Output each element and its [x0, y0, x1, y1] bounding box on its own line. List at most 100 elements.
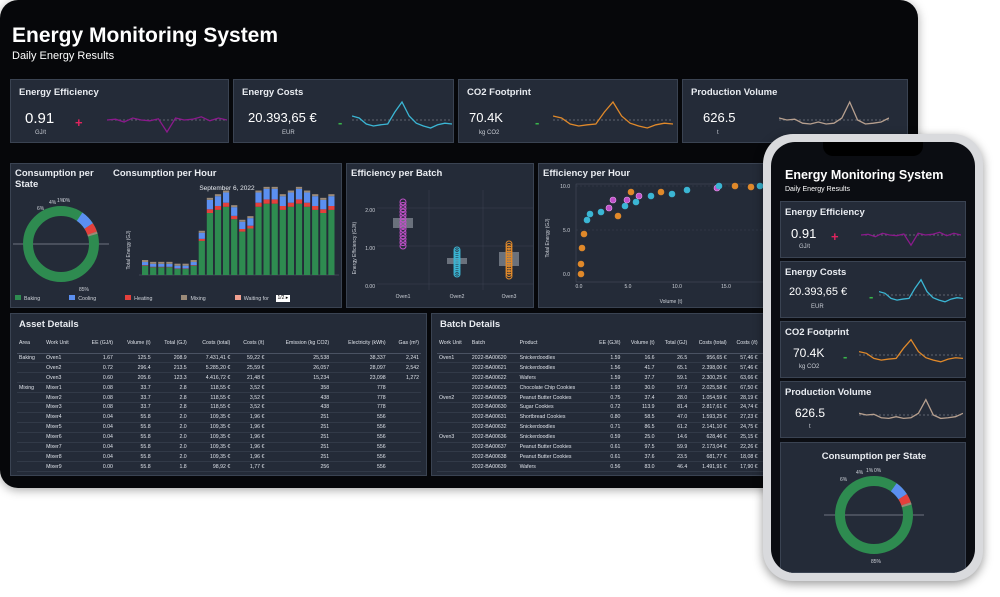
bar-segment[interactable]	[174, 263, 181, 266]
column-header[interactable]: Gas (m³)	[387, 333, 421, 354]
bar-segment[interactable]	[206, 209, 213, 213]
phone-kpi-efficiency[interactable]: Energy Efficiency 0.91 GJ/t +	[780, 201, 966, 258]
table-row[interactable]: Mixer7 0.04 55.8 2.0 109,35 €1,96 €251 556	[17, 442, 421, 453]
bar-segment[interactable]	[271, 199, 278, 204]
bar-segment[interactable]	[320, 209, 327, 213]
batch-point[interactable]	[505, 270, 513, 278]
batch-point[interactable]	[399, 215, 407, 223]
table-row[interactable]: Mixer8 0.04 55.8 2.0 109,35 €1,96 €251 556	[17, 451, 421, 463]
table-row[interactable]: Mixer4 0.04 55.8 2.0 109,35 €1,96 €251 556	[17, 412, 421, 423]
batch-point[interactable]	[399, 212, 407, 220]
bar-segment[interactable]	[150, 261, 157, 264]
column-header[interactable]: Electricity (kWh)	[331, 333, 388, 354]
table-row[interactable]: 2022-BA00639 Wafers 0.56 83.0 46.4 1.491,91 €…	[437, 461, 770, 473]
batch-point[interactable]	[505, 262, 513, 270]
bar-segment[interactable]	[239, 221, 246, 229]
table-row[interactable]: Mixer3 0.08 33.7 2.8 118,55 €3,52 €438 778	[17, 402, 421, 413]
column-header[interactable]: Costs (/t)	[728, 333, 760, 354]
table-row[interactable]: Mixing Mixer1 0.08 33.7 2.8 118,55 €3,52 €358…	[17, 382, 421, 394]
bar-segment[interactable]	[214, 209, 222, 275]
bar-segment[interactable]	[263, 186, 270, 189]
bar-segment[interactable]	[214, 194, 222, 197]
bar-segment[interactable]	[223, 190, 230, 193]
table-row[interactable]: Oven1 2022-BA00620 Snickerdoodles 1.59 16.6 2…	[437, 353, 770, 364]
bar-segment[interactable]	[279, 205, 286, 210]
bar-segment[interactable]	[150, 267, 157, 275]
table-row[interactable]: Baking Oven1 1.67 125.5 208.9 7.431,41 €59,22…	[17, 353, 421, 364]
bar-segment[interactable]	[166, 267, 173, 275]
bar-segment[interactable]	[142, 265, 149, 266]
column-header[interactable]: Costs (total)	[689, 333, 729, 354]
column-header[interactable]: Total (GJ)	[152, 333, 189, 354]
batch-point[interactable]	[505, 257, 513, 265]
bar-segment[interactable]	[312, 194, 319, 197]
bar-segment[interactable]	[271, 186, 278, 189]
scatter-point[interactable]	[635, 192, 643, 200]
bar-segment[interactable]	[271, 203, 278, 275]
legend-item-mixing[interactable]: Mixing	[181, 295, 227, 302]
bar-segment[interactable]	[206, 197, 213, 200]
column-header[interactable]: Batch	[469, 333, 518, 354]
column-header[interactable]: Costs (/t)	[232, 333, 267, 354]
table-row[interactable]: Mixer6 0.04 55.8 2.0 109,35 €1,96 €251 556	[17, 432, 421, 443]
bar-segment[interactable]	[295, 203, 303, 275]
table-row[interactable]: 2022-BA00622 Wafers 1.59 37.7 59.1 2.300,25 €…	[437, 372, 770, 384]
bar-segment[interactable]	[263, 188, 270, 200]
scatter-point[interactable]	[657, 188, 665, 196]
bar-segment[interactable]	[295, 186, 303, 189]
scatter-point[interactable]	[609, 196, 617, 204]
legend-item-cooling[interactable]: Cooling	[69, 295, 118, 302]
bar-segment[interactable]	[214, 205, 222, 210]
batch-point[interactable]	[399, 218, 407, 226]
column-header[interactable]: Work Unit	[437, 333, 470, 354]
scatter-point[interactable]	[647, 192, 655, 200]
batch-point[interactable]	[505, 247, 513, 255]
legend-item-waiting[interactable]: Waiting for	[234, 295, 269, 302]
bar-segment[interactable]	[198, 240, 205, 275]
table-row[interactable]: 2022-BA00630 Sugar Cookies 0.72 113.9 81.4 2.…	[437, 402, 770, 413]
phone-kpi-volume[interactable]: Production Volume 626.5 t	[780, 381, 966, 438]
scatter-point[interactable]	[614, 212, 622, 220]
bar-segment[interactable]	[214, 196, 222, 206]
scatter-point[interactable]	[731, 182, 739, 190]
bar-segment[interactable]	[158, 261, 165, 264]
bar-segment[interactable]	[198, 230, 205, 233]
bar-segment[interactable]	[287, 190, 294, 193]
bar-segment[interactable]	[239, 228, 246, 232]
bar-segment[interactable]	[247, 225, 254, 229]
bar-segment[interactable]	[247, 228, 254, 276]
bar-segment[interactable]	[206, 213, 213, 275]
table-row[interactable]: Oven3 2022-BA00636 Snickerdoodles 0.59 25.0 1…	[437, 432, 770, 443]
scatter-point[interactable]	[627, 188, 635, 196]
bar-segment[interactable]	[247, 216, 254, 219]
bar-segment[interactable]	[287, 192, 294, 203]
scatter-point[interactable]	[683, 186, 691, 194]
bar-segment[interactable]	[190, 265, 197, 266]
batch-point[interactable]	[399, 198, 407, 206]
bar-segment[interactable]	[198, 238, 205, 241]
bar-segment[interactable]	[247, 218, 254, 226]
batch-point[interactable]	[399, 228, 407, 236]
column-header[interactable]: Area	[17, 333, 45, 354]
batch-point[interactable]	[505, 240, 513, 248]
column-header[interactable]: Volume (t)	[114, 333, 153, 354]
bar-segment[interactable]	[320, 197, 327, 200]
table-row[interactable]: Oven2 2022-BA00629 Peanut Butter Cookies 0.…	[437, 392, 770, 403]
kpi-card-co2[interactable]: CO2 Footprint 70.4K kg CO2 -	[458, 79, 678, 143]
bar-segment[interactable]	[231, 205, 238, 208]
scatter-point[interactable]	[577, 260, 585, 268]
scatter-point[interactable]	[668, 190, 676, 198]
bar-segment[interactable]	[279, 196, 286, 206]
column-header[interactable]: Product	[517, 333, 592, 354]
column-header[interactable]: Volume (t)	[622, 333, 657, 354]
bar-segment[interactable]	[182, 268, 189, 275]
bar-segment[interactable]	[295, 188, 303, 200]
bar-segment[interactable]	[263, 203, 270, 275]
bar-segment[interactable]	[312, 196, 319, 206]
bar-segment[interactable]	[328, 196, 335, 206]
bar-segment[interactable]	[255, 206, 262, 275]
bar-segment[interactable]	[142, 265, 149, 275]
bar-segment[interactable]	[271, 188, 278, 200]
bar-segment[interactable]	[304, 202, 311, 207]
batch-point[interactable]	[399, 222, 407, 230]
